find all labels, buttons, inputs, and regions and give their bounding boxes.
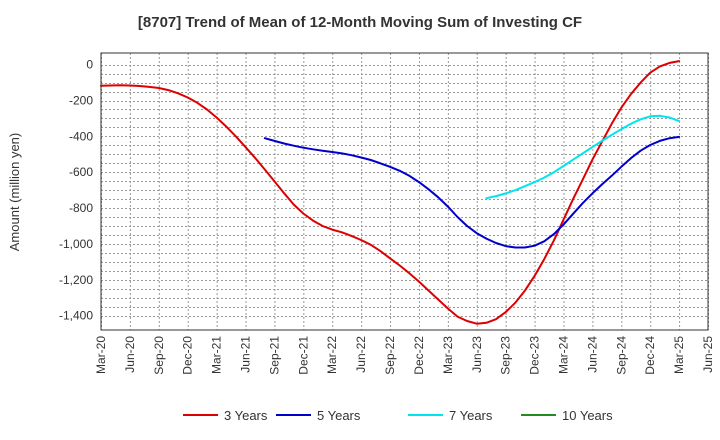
x-tick-label: Mar-22 xyxy=(325,336,339,374)
y-tick-label: 0 xyxy=(86,58,93,72)
series-line-3-years xyxy=(100,60,681,325)
x-tick-label: Dec-21 xyxy=(296,336,310,375)
x-tick-label: Jun-23 xyxy=(470,336,484,373)
x-tick-label: Mar-21 xyxy=(210,336,224,374)
y-tick-label: -1,400 xyxy=(59,309,93,323)
x-tick-label: Jun-25 xyxy=(701,336,715,373)
x-tick-label: Mar-20 xyxy=(94,336,108,374)
grid-layer xyxy=(101,53,709,330)
x-tick-label: Sep-24 xyxy=(614,336,628,375)
x-tick-label: Dec-23 xyxy=(528,336,542,375)
legend-label-7-years: 7 Years xyxy=(449,408,493,423)
legend-label-3-years: 3 Years xyxy=(224,408,268,423)
y-tick-label: -600 xyxy=(69,165,93,179)
series-line-5-years xyxy=(263,135,681,249)
x-tick-label: Dec-22 xyxy=(412,336,426,375)
plot-area xyxy=(101,53,708,330)
y-tick-labels: 0 -200 -400 -600 -800 -1,000 -1,200 -1,400 xyxy=(59,58,93,323)
y-axis-title: Amount (million yen) xyxy=(7,133,22,252)
y-tick-label: -1,200 xyxy=(59,273,93,287)
legend: 3 Years 5 Years 7 Years 10 Years xyxy=(183,408,613,423)
x-tick-label: Jun-24 xyxy=(585,336,599,373)
x-tick-label: Dec-24 xyxy=(643,336,657,375)
x-tick-label: Sep-20 xyxy=(152,336,166,375)
plot-border xyxy=(100,52,709,331)
x-tick-label: Mar-24 xyxy=(556,336,570,374)
x-tick-label: Jun-22 xyxy=(354,336,368,373)
x-tick-label: Dec-20 xyxy=(181,336,195,375)
x-tick-label: Sep-23 xyxy=(499,336,513,375)
y-tick-label: -200 xyxy=(69,94,93,108)
y-tick-label: -1,000 xyxy=(59,237,93,251)
x-tick-label: Mar-25 xyxy=(672,336,686,374)
x-tick-label: Sep-22 xyxy=(383,336,397,375)
y-tick-label: -400 xyxy=(69,129,93,143)
x-tick-label: Jun-21 xyxy=(239,336,253,373)
x-tick-label: Jun-20 xyxy=(123,336,137,373)
legend-label-5-years: 5 Years xyxy=(317,408,361,423)
legend-label-10-years: 10 Years xyxy=(562,408,613,423)
series-line-7-years xyxy=(485,114,681,200)
series-layer xyxy=(100,60,681,325)
x-tick-labels: Mar-20 Jun-20 Sep-20 Dec-20 Mar-21 Jun-21 Sep-… xyxy=(94,336,715,375)
chart-title: [8707] Trend of Mean of 12-Month Moving … xyxy=(137,14,583,31)
x-tick-label: Mar-23 xyxy=(441,336,455,374)
y-tick-label: -800 xyxy=(69,201,93,215)
x-tick-label: Sep-21 xyxy=(267,336,281,375)
